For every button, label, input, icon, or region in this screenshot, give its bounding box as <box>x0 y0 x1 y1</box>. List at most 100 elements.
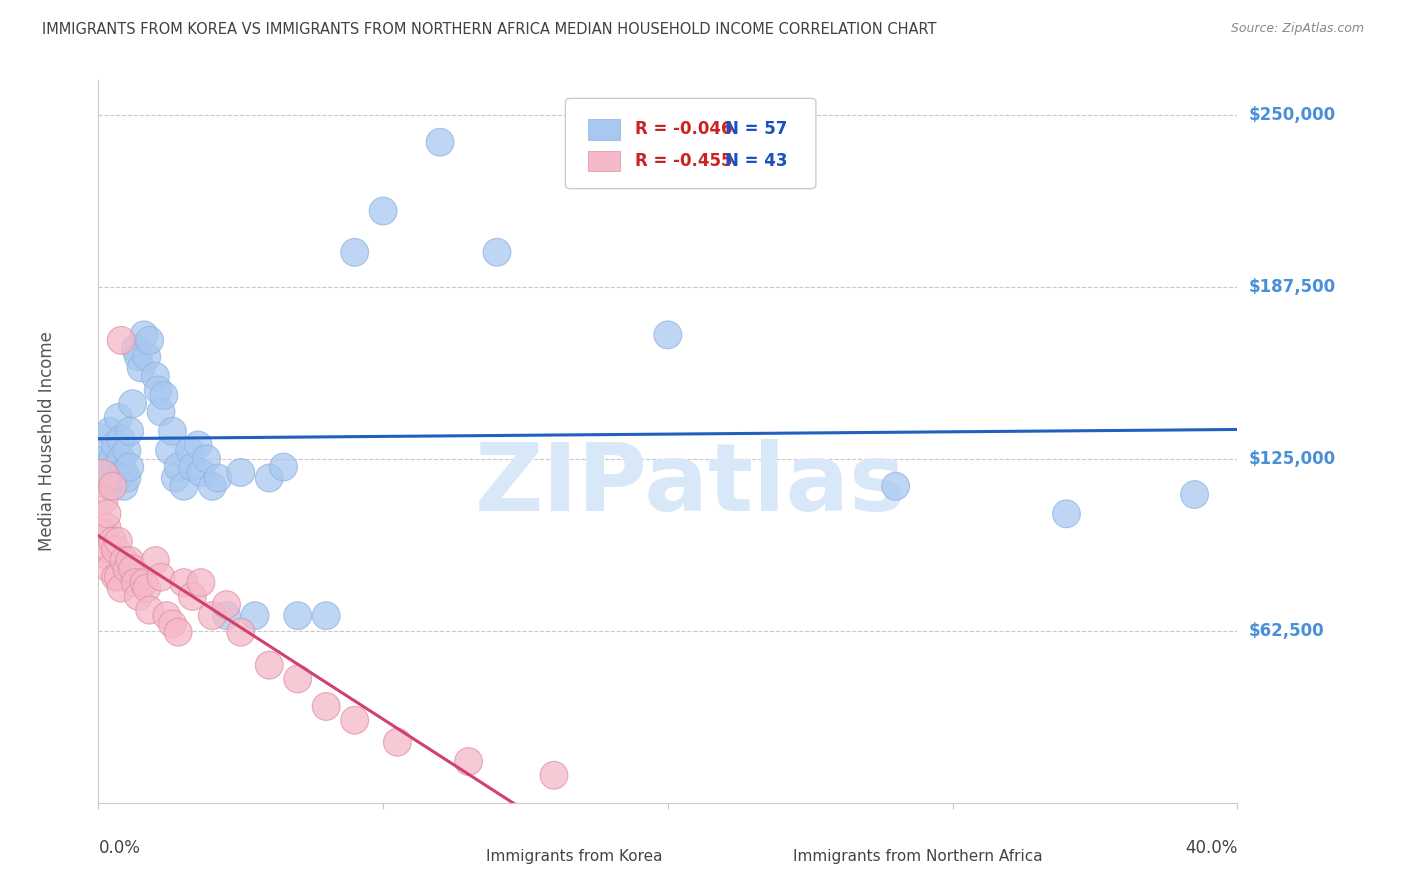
Text: Median Household Income: Median Household Income <box>38 332 56 551</box>
Point <box>112 466 135 480</box>
Text: $250,000: $250,000 <box>1249 105 1336 124</box>
Point <box>315 699 337 714</box>
Point <box>135 350 157 364</box>
Point <box>181 460 204 475</box>
Text: Immigrants from Northern Africa: Immigrants from Northern Africa <box>793 849 1043 864</box>
FancyBboxPatch shape <box>565 98 815 189</box>
Point <box>124 575 146 590</box>
Point <box>243 608 266 623</box>
Point <box>98 424 121 438</box>
Point <box>259 471 281 485</box>
Point <box>150 405 173 419</box>
Point <box>118 553 141 567</box>
Point <box>127 350 149 364</box>
Point <box>138 603 160 617</box>
Text: N = 57: N = 57 <box>725 120 787 138</box>
Point <box>90 438 112 452</box>
Point <box>159 443 181 458</box>
Point <box>287 672 309 686</box>
Point <box>167 625 190 640</box>
Point <box>215 608 238 623</box>
Point <box>195 451 218 466</box>
Point <box>115 471 138 485</box>
Point <box>229 625 252 640</box>
Point <box>162 424 184 438</box>
Point <box>115 443 138 458</box>
Point <box>110 581 132 595</box>
Point <box>104 542 127 557</box>
Point <box>215 598 238 612</box>
Point <box>93 466 115 480</box>
Point <box>207 471 229 485</box>
Point <box>101 479 124 493</box>
Point <box>112 479 135 493</box>
Point <box>118 460 141 475</box>
Point <box>153 388 176 402</box>
Point <box>96 548 118 562</box>
Text: $62,500: $62,500 <box>1249 622 1324 640</box>
Point <box>101 471 124 485</box>
Point <box>135 581 157 595</box>
Point <box>457 755 479 769</box>
Point <box>101 451 124 466</box>
Point <box>145 553 167 567</box>
Point <box>190 466 212 480</box>
Point <box>96 451 118 466</box>
Text: 40.0%: 40.0% <box>1185 838 1237 857</box>
Point <box>657 327 679 342</box>
Point <box>229 466 252 480</box>
Text: IMMIGRANTS FROM KOREA VS IMMIGRANTS FROM NORTHERN AFRICA MEDIAN HOUSEHOLD INCOME: IMMIGRANTS FROM KOREA VS IMMIGRANTS FROM… <box>42 22 936 37</box>
FancyBboxPatch shape <box>588 151 620 171</box>
Point <box>150 570 173 584</box>
Point <box>429 135 451 149</box>
Point <box>98 542 121 557</box>
Text: R = -0.455: R = -0.455 <box>636 153 733 170</box>
Point <box>107 534 129 549</box>
Text: R = -0.046: R = -0.046 <box>636 120 733 138</box>
Point <box>187 438 209 452</box>
Point <box>162 616 184 631</box>
Text: N = 43: N = 43 <box>725 153 787 170</box>
Text: ZIPatlas: ZIPatlas <box>475 439 907 531</box>
Point <box>121 397 143 411</box>
Point <box>190 575 212 590</box>
Point <box>107 471 129 485</box>
Point <box>201 479 224 493</box>
Point <box>287 608 309 623</box>
Point <box>387 735 409 749</box>
Point <box>884 479 907 493</box>
Point <box>93 493 115 508</box>
Point <box>132 327 155 342</box>
Text: $187,500: $187,500 <box>1249 277 1336 296</box>
Point <box>90 471 112 485</box>
Point <box>98 479 121 493</box>
Point <box>121 562 143 576</box>
Point <box>138 334 160 348</box>
Point <box>148 383 170 397</box>
Point <box>165 471 187 485</box>
Point <box>343 245 366 260</box>
Point <box>1056 507 1078 521</box>
Point <box>118 424 141 438</box>
Point <box>104 460 127 475</box>
Point <box>167 460 190 475</box>
Point <box>145 369 167 384</box>
Point <box>315 608 337 623</box>
Point <box>373 204 395 219</box>
Point <box>129 360 152 375</box>
Point <box>173 575 195 590</box>
Point <box>132 575 155 590</box>
Point <box>104 570 127 584</box>
Point <box>543 768 565 782</box>
Text: $125,000: $125,000 <box>1249 450 1336 467</box>
Point <box>486 245 509 260</box>
Point <box>115 562 138 576</box>
Point <box>181 590 204 604</box>
Point <box>101 534 124 549</box>
Point <box>201 608 224 623</box>
Point <box>124 342 146 356</box>
Point <box>273 460 295 475</box>
Point <box>96 520 118 534</box>
Text: 0.0%: 0.0% <box>98 838 141 857</box>
Point <box>112 553 135 567</box>
